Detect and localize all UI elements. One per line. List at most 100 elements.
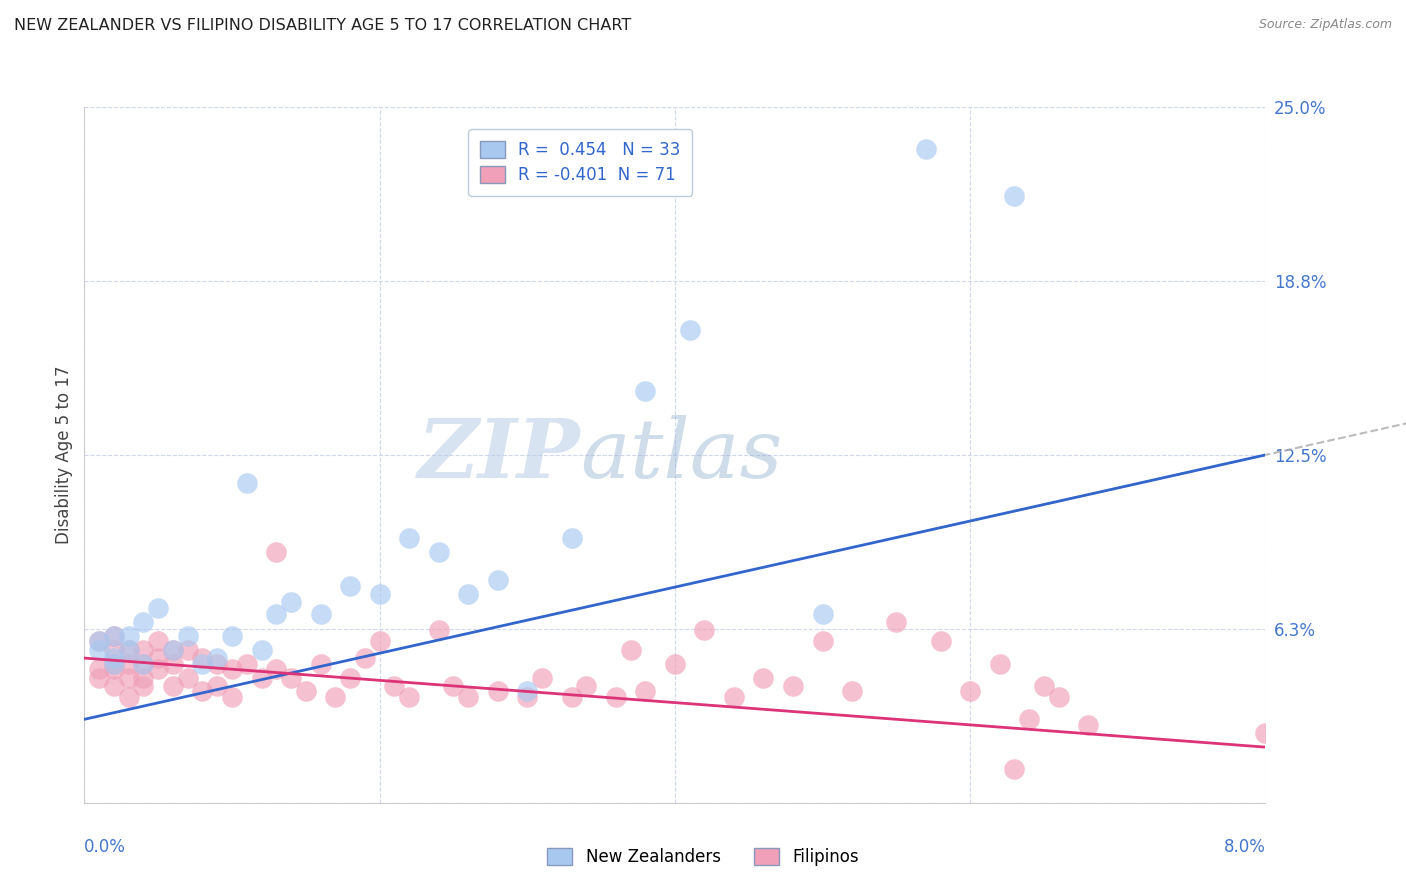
Point [103,657,125,671]
Point [560,532,583,546]
Point [959,684,981,698]
Point [427,624,450,638]
Point [1047,690,1070,704]
Point [103,679,125,693]
Point [309,607,332,621]
Point [605,690,627,704]
Point [929,634,952,648]
Point [103,629,125,643]
Point [457,587,479,601]
Point [1032,679,1054,693]
Point [516,684,538,698]
Point [118,642,141,657]
Point [264,545,288,559]
Point [280,671,302,685]
Point [1018,712,1040,726]
Point [132,615,155,629]
Point [103,657,125,671]
Point [250,642,273,657]
Point [811,634,834,648]
Point [634,384,657,398]
Text: Source: ZipAtlas.com: Source: ZipAtlas.com [1258,18,1392,31]
Point [235,657,259,671]
Point [280,595,302,609]
Point [486,684,509,698]
Point [368,587,391,601]
Point [368,634,391,648]
Point [575,679,598,693]
Point [205,657,228,671]
Point [87,671,111,685]
Point [988,657,1011,671]
Point [221,690,243,704]
Point [339,579,361,593]
Text: 0.0%: 0.0% [84,838,127,856]
Point [339,671,361,685]
Point [811,607,834,621]
Point [634,684,657,698]
Point [118,642,141,657]
Point [723,690,745,704]
Point [103,629,125,643]
Point [398,690,420,704]
Point [191,684,214,698]
Point [177,671,200,685]
Point [132,657,155,671]
Point [1004,189,1026,203]
Point [354,651,377,665]
Point [162,679,184,693]
Point [841,684,863,698]
Point [87,642,111,657]
Point [693,624,716,638]
Point [205,679,228,693]
Point [118,690,141,704]
Point [118,629,141,643]
Point [427,545,450,559]
Point [752,671,775,685]
Point [132,642,155,657]
Point [103,642,125,657]
Point [118,671,141,685]
Point [87,634,111,648]
Point [162,657,184,671]
Point [250,671,273,685]
Point [177,629,200,643]
Point [560,690,583,704]
Point [162,642,184,657]
Legend: New Zealanders, Filipinos: New Zealanders, Filipinos [538,840,868,875]
Point [1004,763,1026,777]
Point [664,657,686,671]
Point [118,657,141,671]
Point [148,651,170,665]
Point [443,679,465,693]
Point [221,662,243,676]
Point [148,662,170,676]
Point [221,629,243,643]
Text: atlas: atlas [581,415,783,495]
Point [398,532,420,546]
Point [1077,718,1099,732]
Point [1254,726,1277,740]
Point [323,690,347,704]
Point [486,573,509,587]
Text: NEW ZEALANDER VS FILIPINO DISABILITY AGE 5 TO 17 CORRELATION CHART: NEW ZEALANDER VS FILIPINO DISABILITY AGE… [14,18,631,33]
Point [382,679,406,693]
Point [148,634,170,648]
Point [679,323,702,337]
Point [619,642,641,657]
Legend: R =  0.454   N = 33, R = -0.401  N = 71: R = 0.454 N = 33, R = -0.401 N = 71 [468,129,692,195]
Point [148,601,170,615]
Point [191,657,214,671]
Point [103,662,125,676]
Text: ZIP: ZIP [418,415,581,495]
Point [87,662,111,676]
Point [132,679,155,693]
Point [235,475,259,490]
Point [87,634,111,648]
Point [132,657,155,671]
Y-axis label: Disability Age 5 to 17: Disability Age 5 to 17 [55,366,73,544]
Point [309,657,332,671]
Point [915,142,938,156]
Point [264,607,288,621]
Point [457,690,479,704]
